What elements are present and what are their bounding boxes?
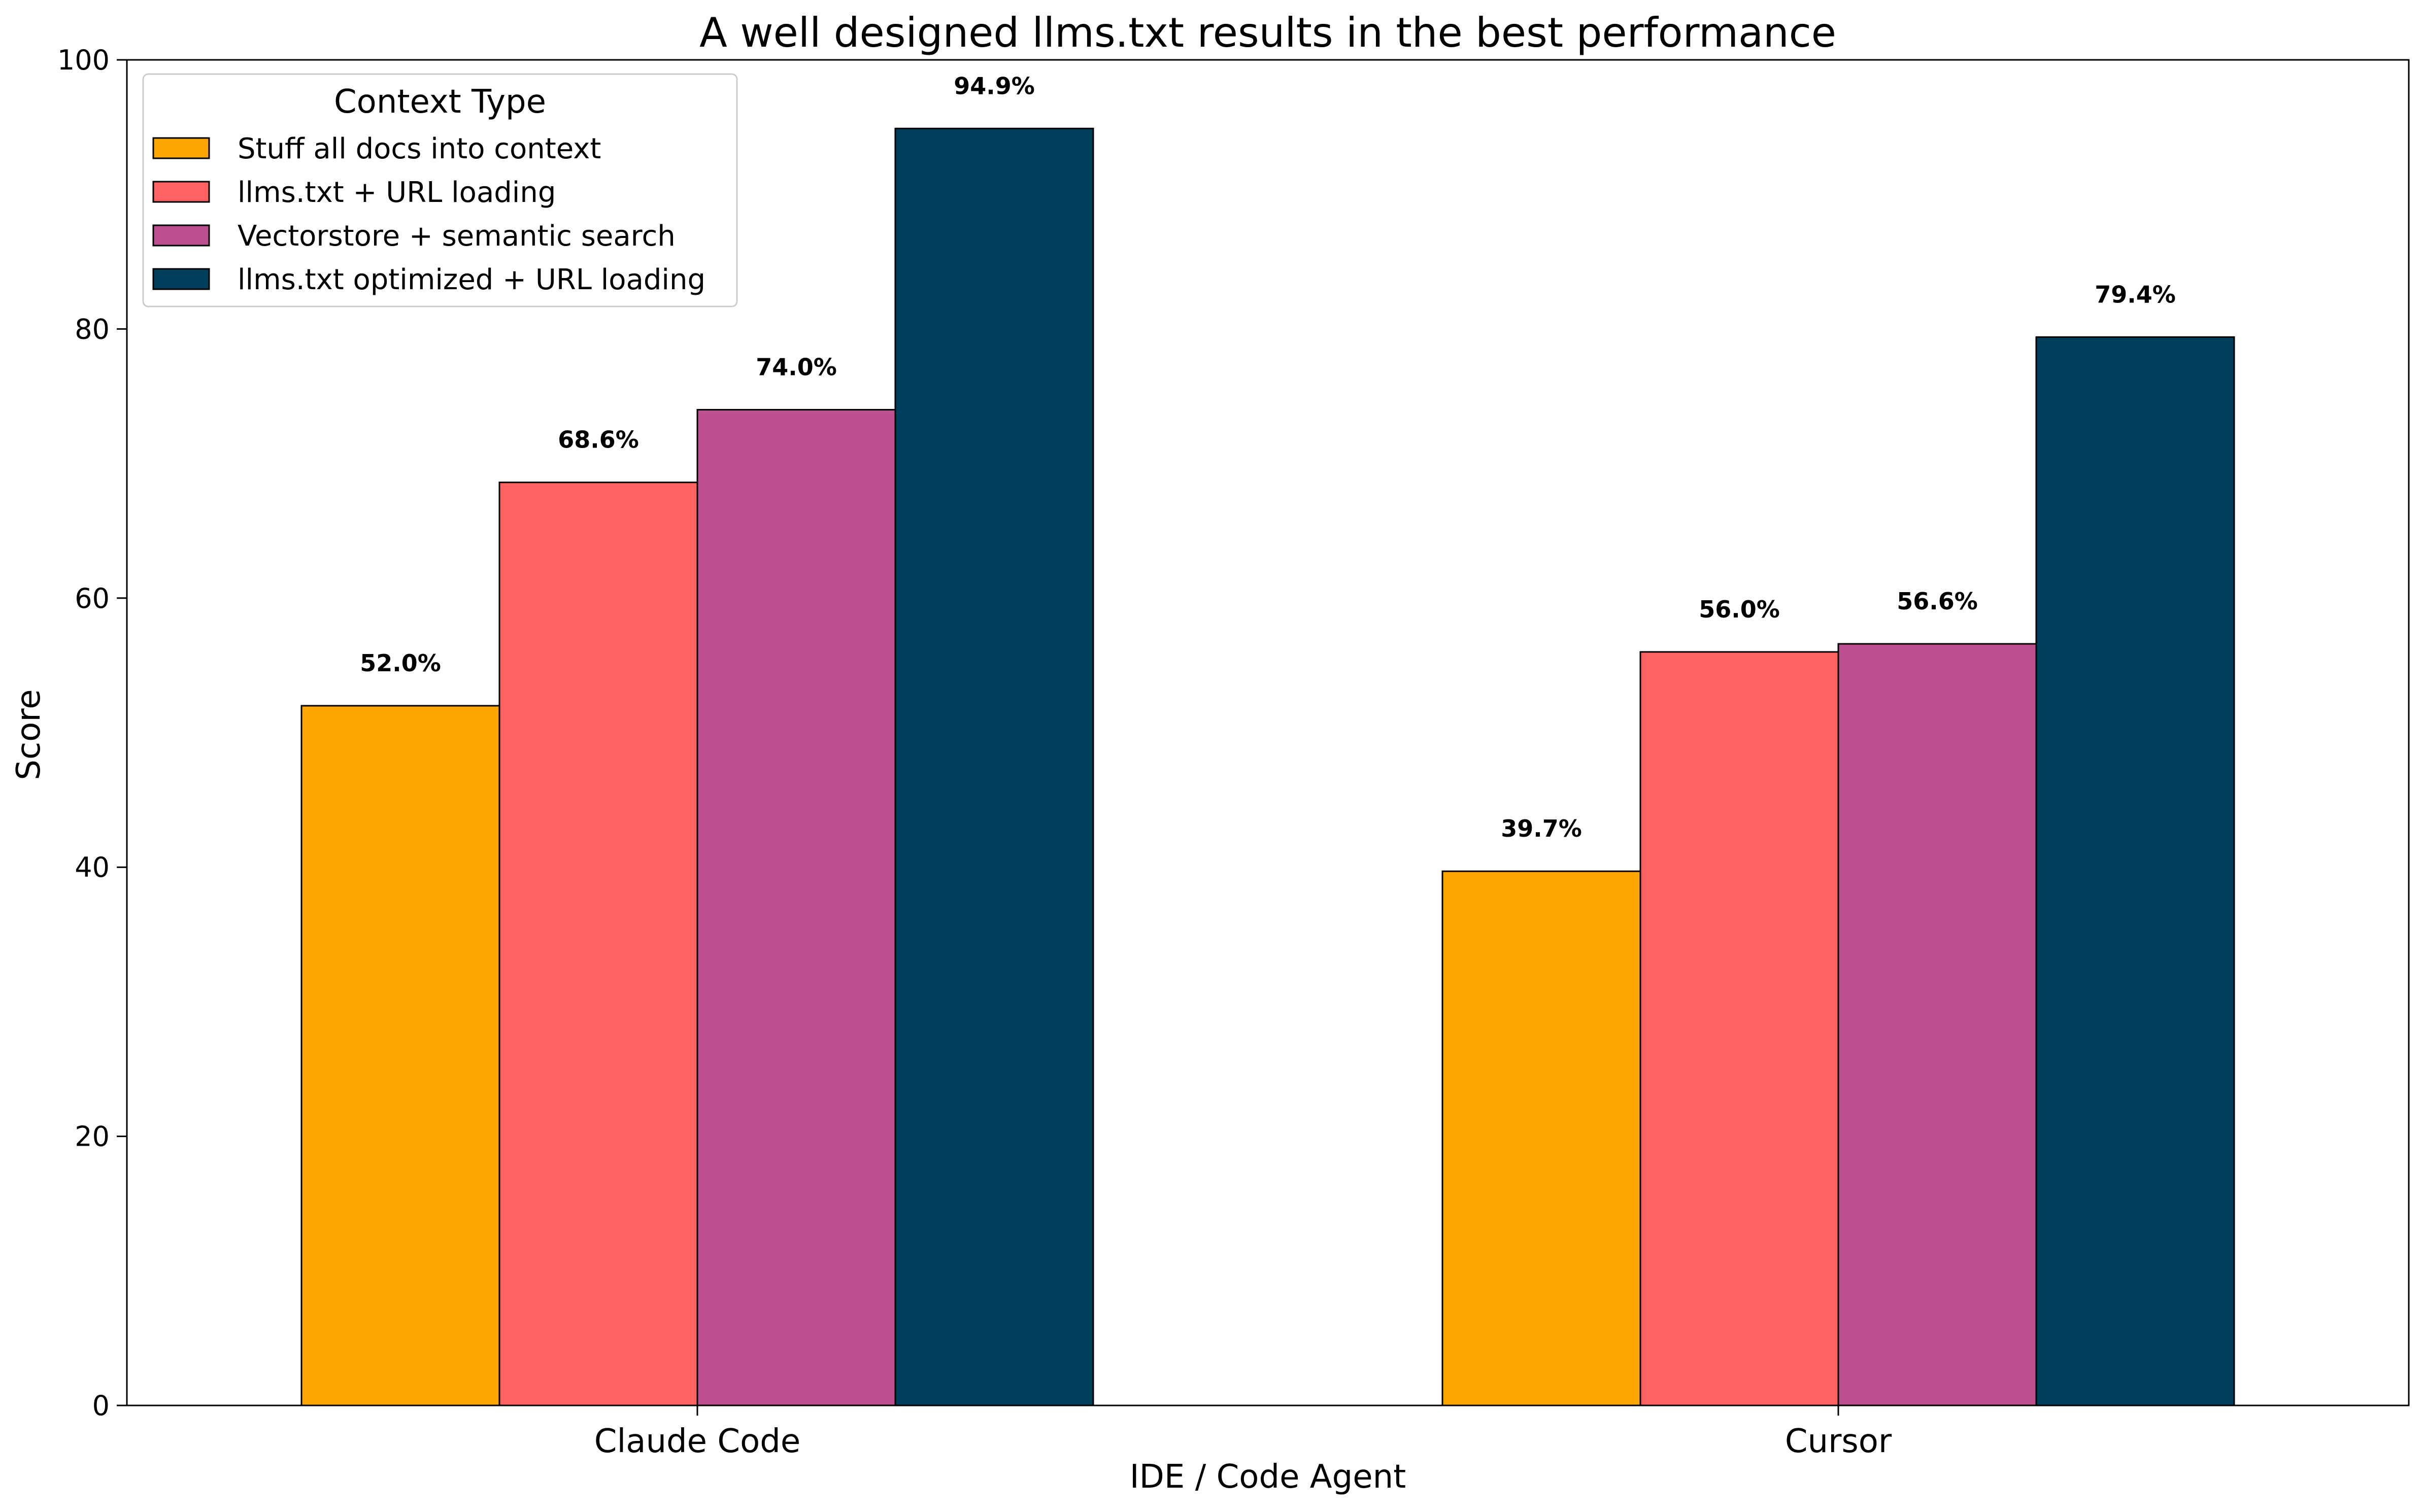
x-tick-label: Cursor [1785, 1423, 1892, 1460]
bar-cursor-series-2 [1639, 651, 1839, 1406]
bar-claude-code-series-3 [696, 409, 896, 1406]
bar-claude-code-series-2 [498, 482, 698, 1406]
y-tick-label: 20 [75, 1121, 110, 1153]
data-label: 39.7% [1501, 815, 1582, 842]
bar-claude-code-series-4 [894, 127, 1094, 1406]
y-tick-label: 60 [75, 582, 110, 614]
bar-cursor-series-4 [2035, 336, 2235, 1406]
legend-entry-label: Vectorstore + semantic search [238, 220, 676, 253]
x-tick-label: Claude Code [594, 1423, 800, 1460]
plot-frame [126, 59, 2410, 1406]
bar-claude-code-series-1 [300, 705, 500, 1406]
data-label: 56.6% [1897, 588, 1978, 615]
y-tick-label: 100 [57, 44, 110, 76]
data-label: 74.0% [756, 354, 837, 381]
y-tick-label: 0 [92, 1390, 110, 1422]
legend-entry-label: llms.txt + URL loading [238, 176, 556, 209]
y-axis: 0 20 40 60 80 100 [57, 44, 127, 1422]
legend-swatch [152, 137, 210, 159]
legend-entry-label: llms.txt optimized + URL loading [238, 263, 705, 296]
data-labels-layer: 52.0% 68.6% 74.0% 94.9% 39.7% 56.0% 56.6% 79.4% [360, 72, 2176, 842]
y-axis-label: Score [10, 689, 48, 780]
bars-layer [300, 127, 2235, 1406]
legend: Context Type Stuff all docs into context… [142, 73, 738, 307]
x-axis: Claude Code Cursor [594, 1405, 1892, 1460]
legend-swatch [152, 224, 210, 247]
bar-cursor-series-1 [1441, 870, 1641, 1406]
legend-title: Context Type [334, 83, 546, 121]
data-label: 68.6% [558, 426, 639, 454]
data-label: 56.0% [1699, 596, 1780, 623]
data-label: 79.4% [2095, 281, 2176, 308]
legend-box [142, 73, 738, 307]
chart-title: A well designed llms.txt results in the … [699, 9, 1836, 56]
legend-swatch [152, 268, 210, 290]
x-axis-label: IDE / Code Agent [1130, 1458, 1406, 1496]
bar-cursor-series-3 [1837, 643, 2037, 1406]
legend-entry-label: Stuff all docs into context [238, 132, 601, 165]
legend-items: Stuff all docs into context llms.txt + UR… [152, 132, 705, 296]
data-label: 52.0% [360, 649, 441, 677]
y-tick-label: 40 [75, 851, 110, 883]
data-label: 94.9% [954, 72, 1035, 99]
y-tick-label: 80 [75, 313, 110, 345]
legend-swatch [152, 181, 210, 203]
